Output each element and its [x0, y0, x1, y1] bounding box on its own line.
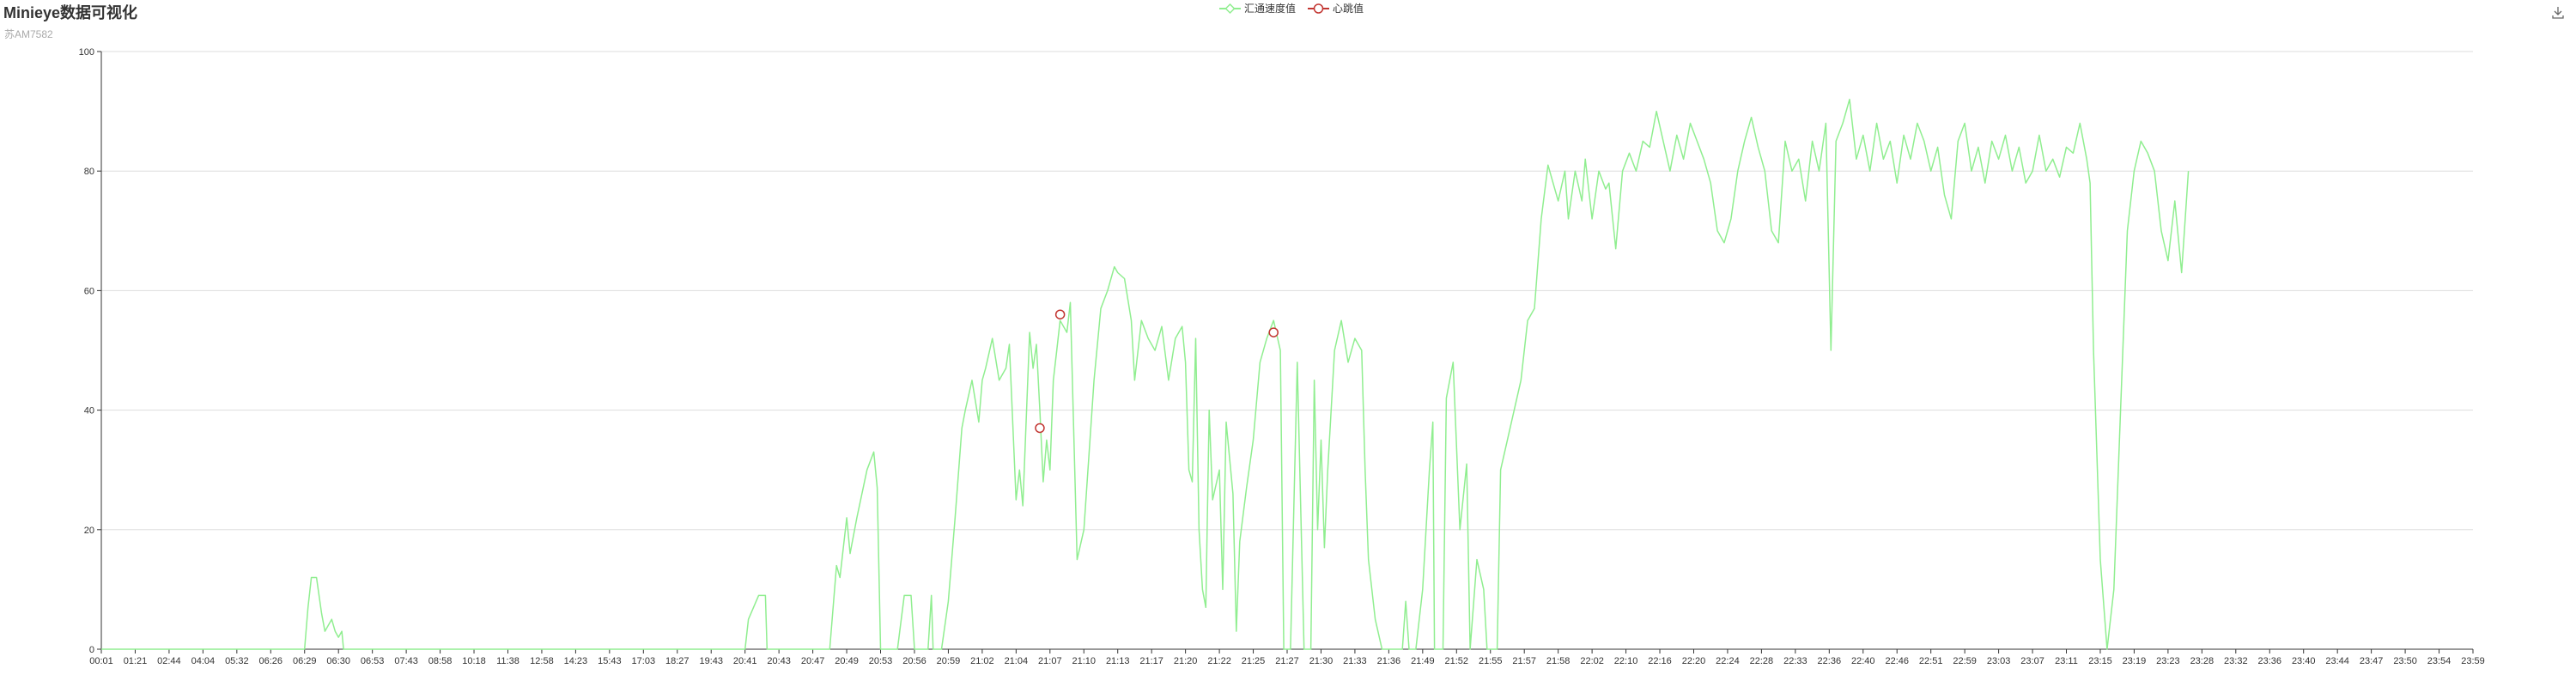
- x-tick-label: 05:32: [225, 656, 249, 666]
- legend-line-diamond-icon: [1219, 3, 1241, 14]
- x-tick-label: 10:18: [462, 656, 486, 666]
- x-tick-label: 22:33: [1783, 656, 1807, 666]
- legend-label-speed: 汇通速度值: [1244, 3, 1297, 15]
- heartbeat-point: [1035, 423, 1045, 434]
- x-tick-label: 12:58: [530, 656, 554, 666]
- x-tick-label: 21:49: [1411, 656, 1435, 666]
- x-tick-label: 21:55: [1479, 656, 1503, 666]
- x-tick-label: 20:53: [869, 656, 893, 666]
- axes: 0 20 40 60 80 100 00:01 01:21 02:44 04:04 05:32 06:…: [79, 47, 2485, 666]
- chart-title: Minieye数据可视化: [3, 4, 138, 21]
- x-tick-label: 21:02: [970, 656, 994, 666]
- x-tick-label: 20:47: [801, 656, 825, 666]
- x-tick-label: 21:07: [1038, 656, 1062, 666]
- y-tick-label: 60: [84, 286, 94, 296]
- x-tick-label: 20:43: [767, 656, 791, 666]
- x-tick-label: 21:30: [1309, 656, 1334, 666]
- x-tick-label: 06:26: [259, 656, 283, 666]
- x-tick-label: 07:43: [394, 656, 418, 666]
- chart-subtitle: 苏AM7582: [4, 28, 53, 40]
- x-tick-label: 23:07: [2020, 656, 2044, 666]
- x-tick-label: 22:10: [1614, 656, 1638, 666]
- x-tick-label: 21:52: [1445, 656, 1469, 666]
- x-tick-label: 23:40: [2292, 656, 2316, 666]
- grid-lines: [101, 51, 2473, 531]
- y-tick-label: 80: [84, 167, 94, 177]
- x-tick-label: 22:59: [1953, 656, 1977, 666]
- x-tick-label: 23:59: [2461, 656, 2485, 666]
- x-tick-label: 22:36: [1818, 656, 1842, 666]
- x-tick-label: 21:13: [1106, 656, 1130, 666]
- x-tick-label: 22:28: [1750, 656, 1774, 666]
- x-tick-label: 21:58: [1546, 656, 1571, 666]
- x-tick-label: 23:47: [2360, 656, 2384, 666]
- y-tick-label: 40: [84, 406, 94, 416]
- x-tick-label: 22:16: [1648, 656, 1672, 666]
- x-tick-label: 22:40: [1851, 656, 1875, 666]
- x-tick-label: 23:15: [2088, 656, 2112, 666]
- x-tick-label: 22:24: [1716, 656, 1740, 666]
- x-tick-label: 20:56: [902, 656, 927, 666]
- x-tick-label: 15:43: [598, 656, 622, 666]
- download-icon[interactable]: [2550, 5, 2566, 21]
- x-tick-label: 23:44: [2325, 656, 2349, 666]
- x-tick-label: 21:25: [1242, 656, 1266, 666]
- x-tick-label: 06:53: [361, 656, 385, 666]
- x-tick-label: 21:33: [1343, 656, 1367, 666]
- x-tick-label: 06:29: [293, 656, 317, 666]
- x-tick-label: 21:36: [1377, 656, 1401, 666]
- x-tick-label: 23:50: [2393, 656, 2417, 666]
- heartbeat-point: [1054, 309, 1066, 319]
- x-tick-label: 06:30: [326, 656, 350, 666]
- legend-item-speed[interactable]: 汇通速度值: [1219, 1, 1296, 15]
- x-tick-label: 21:10: [1072, 656, 1096, 666]
- x-tick-label: 23:11: [2055, 656, 2078, 666]
- legend-line-circle-icon: [1308, 3, 1330, 14]
- x-tick-label: 23:03: [1987, 656, 2011, 666]
- x-tick-label: 23:36: [2257, 656, 2281, 666]
- y-tick-label: 100: [79, 47, 94, 58]
- legend-item-heartbeat[interactable]: 心跳值: [1308, 1, 1364, 15]
- x-tick-label: 01:21: [124, 656, 148, 666]
- x-tick-label: 23:54: [2427, 656, 2451, 666]
- x-tick-label: 23:23: [2156, 656, 2180, 666]
- x-tick-label: 04:04: [191, 656, 216, 666]
- x-tick-label: 23:32: [2224, 656, 2248, 666]
- x-tick-label: 20:49: [835, 656, 859, 666]
- x-tick-label: 23:19: [2123, 656, 2147, 666]
- x-tick-label: 17:03: [632, 656, 656, 666]
- x-tick-label: 14:23: [564, 656, 588, 666]
- x-tick-label: 00:01: [89, 656, 113, 666]
- x-tick-label: 19:43: [699, 656, 723, 666]
- x-tick-label: 23:28: [2190, 656, 2215, 666]
- x-tick-label: 18:27: [665, 656, 690, 666]
- x-tick-label: 21:17: [1139, 656, 1163, 666]
- x-tick-label: 22:20: [1682, 656, 1706, 666]
- x-tick-label: 08:58: [428, 656, 453, 666]
- x-tick-label: 21:20: [1174, 656, 1198, 666]
- x-tick-label: 21:04: [1005, 656, 1029, 666]
- x-tick-label: 22:46: [1885, 656, 1909, 666]
- x-tick-label: 02:44: [157, 656, 181, 666]
- speed-series-line: [101, 98, 2190, 650]
- x-tick-label: 20:59: [937, 656, 961, 666]
- x-tick-label: 21:27: [1275, 656, 1299, 666]
- x-tick-label: 22:02: [1580, 656, 1604, 666]
- legend[interactable]: 汇通速度值 心跳值: [1219, 1, 1364, 15]
- legend-label-heartbeat: 心跳值: [1333, 3, 1364, 15]
- x-tick-label: 20:41: [733, 656, 757, 666]
- x-tick-label: 11:38: [496, 656, 519, 666]
- y-tick-label: 20: [84, 526, 94, 536]
- heartbeat-point: [1268, 327, 1279, 337]
- x-tick-label: 22:51: [1919, 656, 1943, 666]
- x-tick-label: 21:57: [1512, 656, 1536, 666]
- x-tick-label: 21:22: [1207, 656, 1231, 666]
- y-tick-label: 0: [89, 645, 94, 655]
- series-layer: [101, 98, 2190, 650]
